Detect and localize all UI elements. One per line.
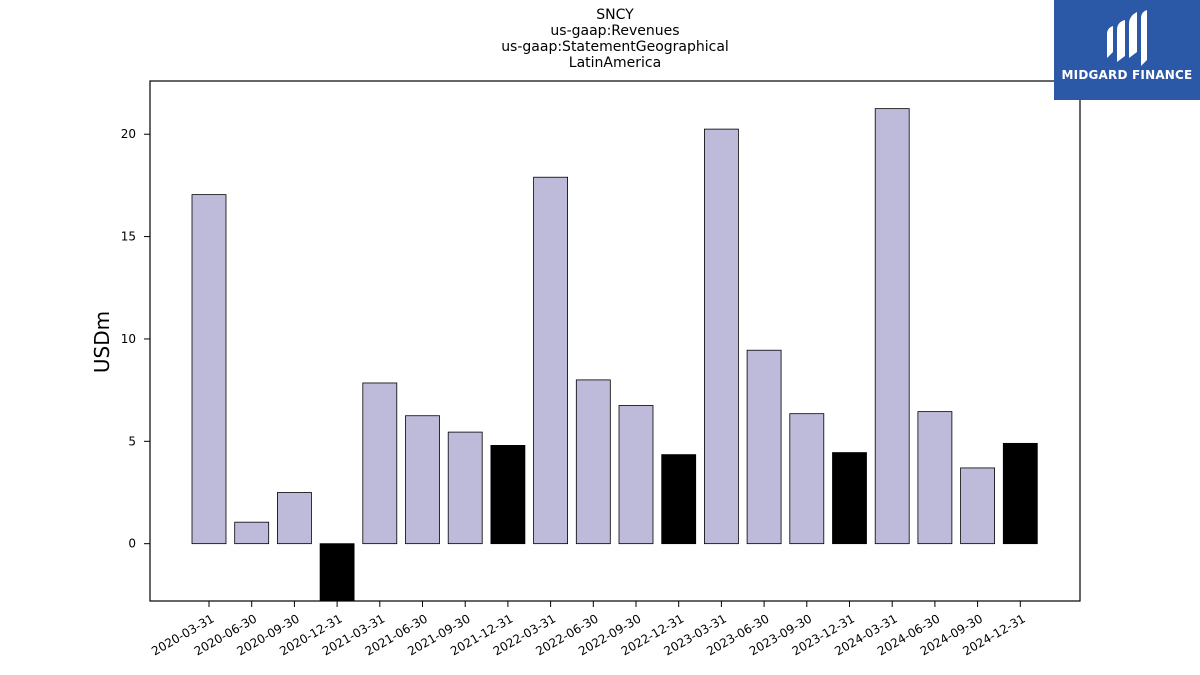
- bar-2021-03-31: [362, 382, 398, 545]
- title-line-concept: us-gaap:Revenues: [550, 23, 680, 39]
- bar-2021-09-30: [447, 431, 483, 545]
- bar-2024-09-30: [960, 467, 995, 545]
- bar-2021-12-31: [490, 445, 526, 545]
- bar-2020-03-31: [191, 194, 227, 545]
- bar-2020-12-31: [319, 543, 355, 601]
- bar-2023-09-30: [789, 413, 825, 545]
- y-tick-label: 15: [121, 230, 136, 244]
- title-line-member: LatinAmerica: [568, 55, 662, 71]
- bar-2023-03-31: [704, 128, 739, 545]
- title-line-axis: us-gaap:StatementGeographical: [501, 39, 729, 55]
- bar-2024-12-31: [1002, 442, 1038, 545]
- bar-2024-03-31: [874, 108, 910, 545]
- y-tick-label: 10: [121, 332, 136, 346]
- y-axis-label: USDm: [90, 311, 114, 373]
- plot-frame: [149, 80, 1081, 602]
- logo-text: MIDGARD FINANCE: [1061, 68, 1193, 82]
- title-line-ticker: SNCY: [596, 7, 634, 23]
- bar-2024-06-30: [917, 411, 953, 545]
- bar-2022-03-31: [533, 176, 568, 545]
- chart-title: SNCY us-gaap:Revenues us-gaap:StatementG…: [415, 7, 815, 71]
- midgard-logo-icon: [1107, 10, 1147, 66]
- bar-2021-06-30: [405, 415, 440, 545]
- bar-2023-12-31: [832, 452, 867, 545]
- y-tick-label: 0: [128, 537, 136, 551]
- bar-2022-12-31: [661, 454, 697, 545]
- bar-2022-09-30: [618, 405, 654, 545]
- bar-2020-06-30: [234, 521, 270, 545]
- bar-2023-06-30: [746, 349, 782, 545]
- midgard-finance-logo: MIDGARD FINANCE: [1054, 0, 1200, 100]
- bar-2020-09-30: [276, 492, 312, 545]
- y-tick-label: 5: [128, 434, 136, 448]
- y-tick-label: 20: [121, 127, 136, 141]
- bar-2022-06-30: [575, 379, 611, 545]
